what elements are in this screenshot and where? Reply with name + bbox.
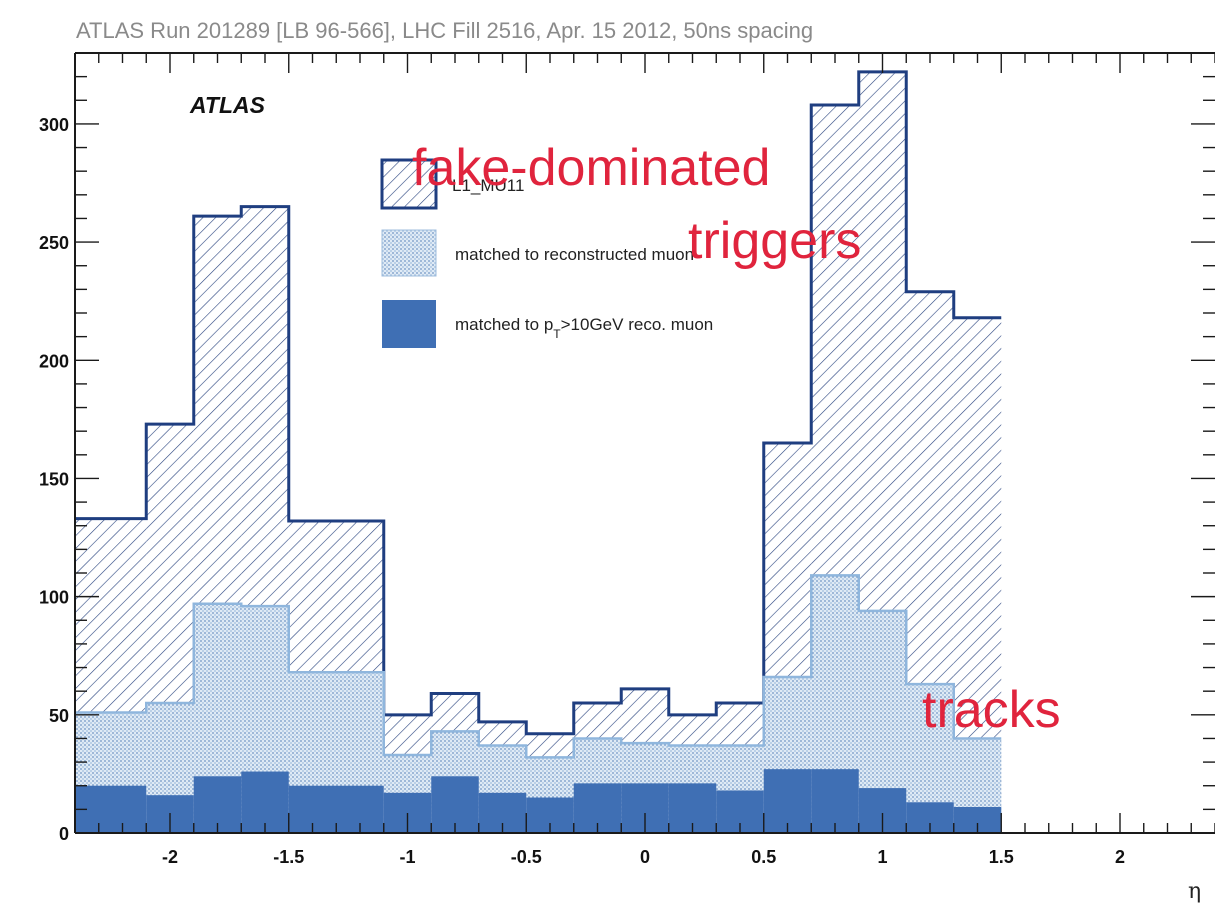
annotation-tracks: tracks <box>922 681 1061 739</box>
x-axis: -2 -1.5 -1 -0.5 0 0.5 1 1.5 2 <box>74 53 1215 867</box>
plot-area <box>75 70 1002 833</box>
chart-title: ATLAS Run 201289 [LB 96-566], LHC Fill 2… <box>76 18 813 43</box>
y-tick-label: 250 <box>39 233 69 253</box>
experiment-label: ATLAS <box>189 92 266 118</box>
y-tick-label: 300 <box>39 115 69 135</box>
legend: L1_MU11 matched to reconstructed muon ma… <box>380 158 713 348</box>
x-tick-label: -1.5 <box>273 847 304 867</box>
y-tick-label: 150 <box>39 469 69 489</box>
y-tick-label: 200 <box>39 351 69 371</box>
outline-matched-reco <box>75 574 1002 759</box>
x-axis-label: η <box>1188 879 1201 904</box>
annotation-fake-dominated: fake-dominated <box>412 139 770 197</box>
x-tick-label: 1 <box>877 847 887 867</box>
outline-l1-mu11 <box>75 70 1002 736</box>
legend-swatch-l1-mu11 <box>380 158 438 210</box>
legend-swatch-matched-reco <box>381 229 437 277</box>
x-tick-label: 0 <box>640 847 650 867</box>
annotation-triggers: triggers <box>688 212 861 270</box>
bin-matched-pt10 <box>763 769 812 833</box>
bin-matched-pt10 <box>241 771 289 833</box>
y-axis: 0 50 100 150 200 250 300 <box>39 52 1215 844</box>
bin-matched-pt10 <box>811 769 859 833</box>
legend-label-matched-reco: matched to reconstructed muon <box>455 245 694 264</box>
series-matched-pt10 <box>75 769 1002 833</box>
x-tick-label: -0.5 <box>511 847 542 867</box>
x-tick-label: -1 <box>399 847 415 867</box>
x-tick-label: 2 <box>1115 847 1125 867</box>
y-tick-label: 0 <box>59 824 69 844</box>
legend-label-l1-mu11: L1_MU11 <box>452 176 524 195</box>
x-tick-label: 1.5 <box>989 847 1014 867</box>
x-tick-label: -2 <box>162 847 178 867</box>
legend-label-matched-pt10: matched to pT>10GeV reco. muon <box>455 315 713 341</box>
y-tick-label: 50 <box>49 706 69 726</box>
x-tick-label: 0.5 <box>751 847 776 867</box>
y-tick-label: 100 <box>39 588 69 608</box>
legend-swatch-matched-pt10 <box>382 300 436 348</box>
